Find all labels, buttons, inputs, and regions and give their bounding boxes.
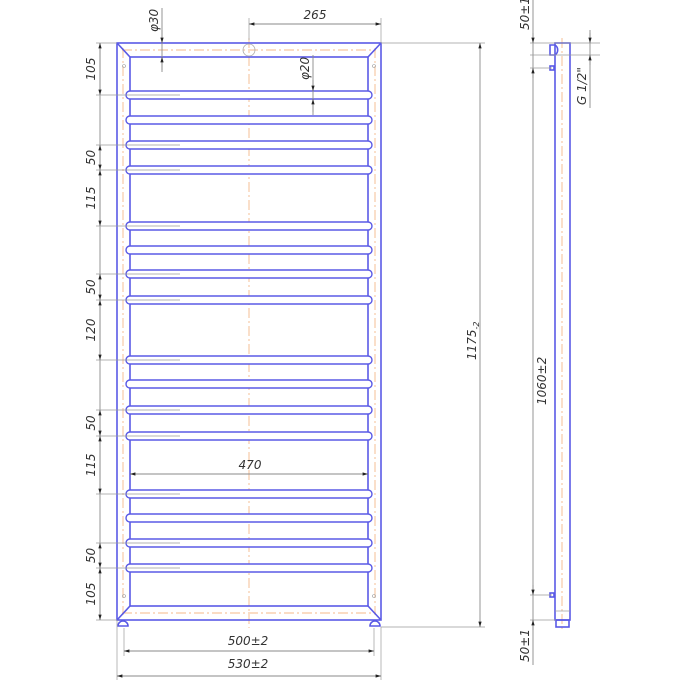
dim-265: 265 — [304, 8, 327, 22]
dim-530: 530±2 — [228, 657, 269, 671]
side-view: 50±1 1060±2 50±1 G 1/2" — [518, 0, 600, 665]
crossbar — [125, 115, 373, 125]
crossbar — [125, 379, 373, 389]
dim-vertical-spacing: 105 — [84, 58, 98, 81]
dim-vertical-spacing: 115 — [84, 187, 98, 210]
right-foot — [369, 620, 381, 627]
bottom-cap — [555, 619, 570, 628]
dim-470: 470 — [239, 458, 262, 472]
crossbar — [125, 513, 373, 523]
dim-vertical-spacing: 105 — [84, 583, 98, 606]
dim-1060: 1060±2 — [535, 357, 549, 405]
outer-frame — [116, 42, 382, 621]
dim-50-bottom: 50±1 — [518, 629, 532, 662]
crossbar — [125, 245, 373, 255]
top-hole — [242, 43, 256, 57]
side-pipe — [554, 42, 571, 621]
left-foot — [117, 620, 129, 627]
dim-phi30: φ30 — [147, 8, 161, 32]
dim-phi20: φ20 — [298, 56, 312, 80]
inner-frame — [129, 56, 369, 607]
dim-vertical-spacing: 120 — [84, 318, 98, 341]
dim-vertical-spacing: 115 — [84, 454, 98, 477]
dim-500: 500±2 — [228, 634, 269, 648]
dim-thread: G 1/2" — [575, 67, 589, 105]
crossbars — [125, 90, 373, 573]
dim-vertical-spacing: 50 — [84, 548, 98, 564]
dim-vertical-spacing: 50 — [84, 150, 98, 166]
dim-1175: 1175-2 — [465, 321, 481, 360]
top-valve-cap — [549, 44, 559, 56]
dim-50-top: 50±1 — [518, 0, 532, 30]
dim-vertical-spacing: 50 — [84, 279, 98, 295]
dim-vertical-spacing: 50 — [84, 415, 98, 431]
